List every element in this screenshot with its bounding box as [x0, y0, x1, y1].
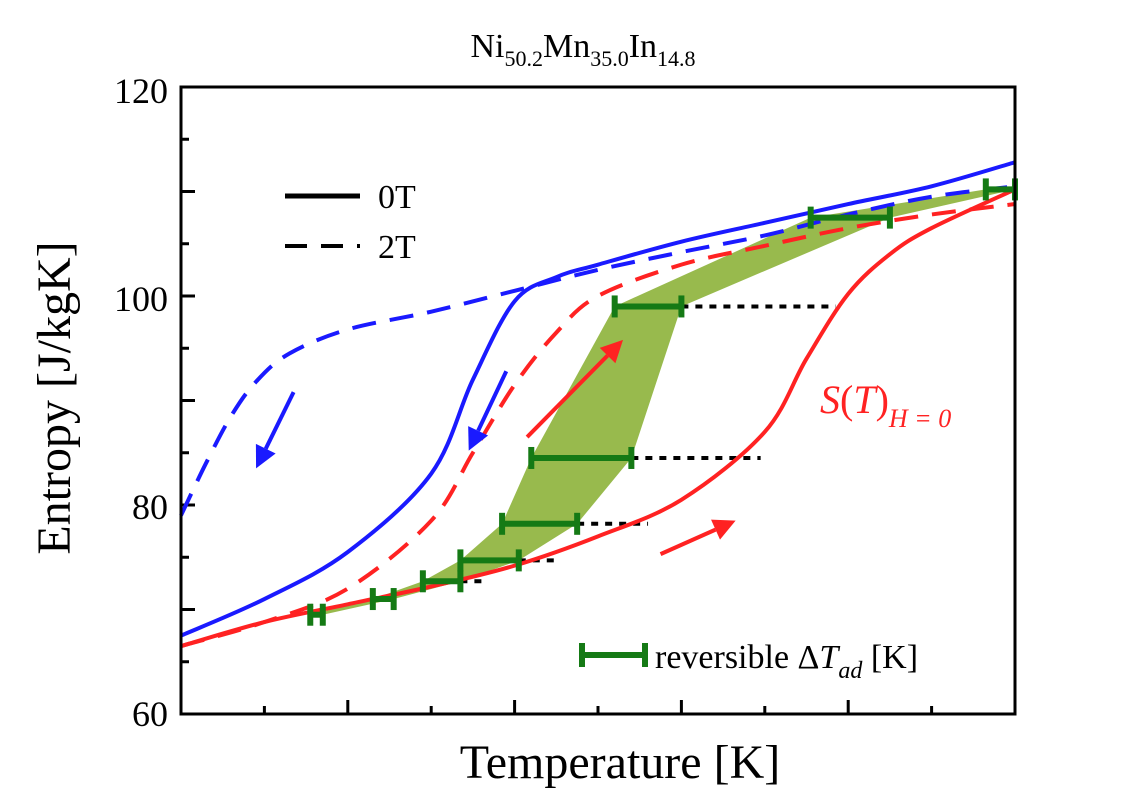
- reversible-legend-label: reversible ΔTad [K]: [655, 639, 918, 684]
- reversible-dTad-bar: [457, 549, 522, 572]
- curve-0T-heating: [180, 187, 1016, 648]
- x-axis-label: Temperature [K]: [460, 736, 780, 789]
- arrow-cooling: [255, 391, 296, 469]
- reversible-dTad-bar: [369, 588, 397, 611]
- curve-0T-cooling: [180, 160, 1016, 638]
- reversible-dTad-bar: [419, 570, 464, 593]
- y-tick-label-80: 80: [132, 487, 168, 527]
- reversible-dTad-bar: [611, 295, 685, 318]
- reversible-region-fill: [310, 189, 1015, 615]
- y-tick-label-100: 100: [114, 279, 168, 319]
- reversible-dTad-bar: [499, 512, 581, 535]
- arrow-cooling: [468, 370, 509, 451]
- reversible-dTad-bar: [807, 206, 893, 229]
- curve-2T-heating: [180, 202, 1016, 648]
- reversible-dTad-bar: [307, 603, 326, 626]
- plot-frame: [179, 85, 1017, 716]
- entropy-zero-field-label: S(T)H = 0: [820, 377, 951, 433]
- arrow-heating: [525, 339, 624, 439]
- legend-label-2T: 2T: [378, 229, 416, 266]
- legend-label-0T: 0T: [378, 179, 416, 216]
- reversible-dTad-bar: [528, 446, 635, 469]
- chart-title: Ni50.2Mn35.0In14.8: [470, 28, 695, 71]
- direction-arrows: [255, 339, 736, 556]
- curve-2T-cooling: [179, 184, 1016, 517]
- reversible-region: [310, 189, 1015, 615]
- y-axis-label: Entropy [J/kgK]: [28, 241, 81, 554]
- y-tick-label-60: 60: [132, 694, 168, 734]
- arrow-heating: [659, 519, 736, 556]
- entropy-curves: [179, 160, 1016, 648]
- reversible-dTad-bars: [307, 178, 1018, 626]
- y-tick-label-120: 120: [114, 71, 168, 111]
- reversible-legend: reversible ΔTad [K]: [579, 639, 918, 684]
- legend: 0T 2T: [285, 179, 416, 266]
